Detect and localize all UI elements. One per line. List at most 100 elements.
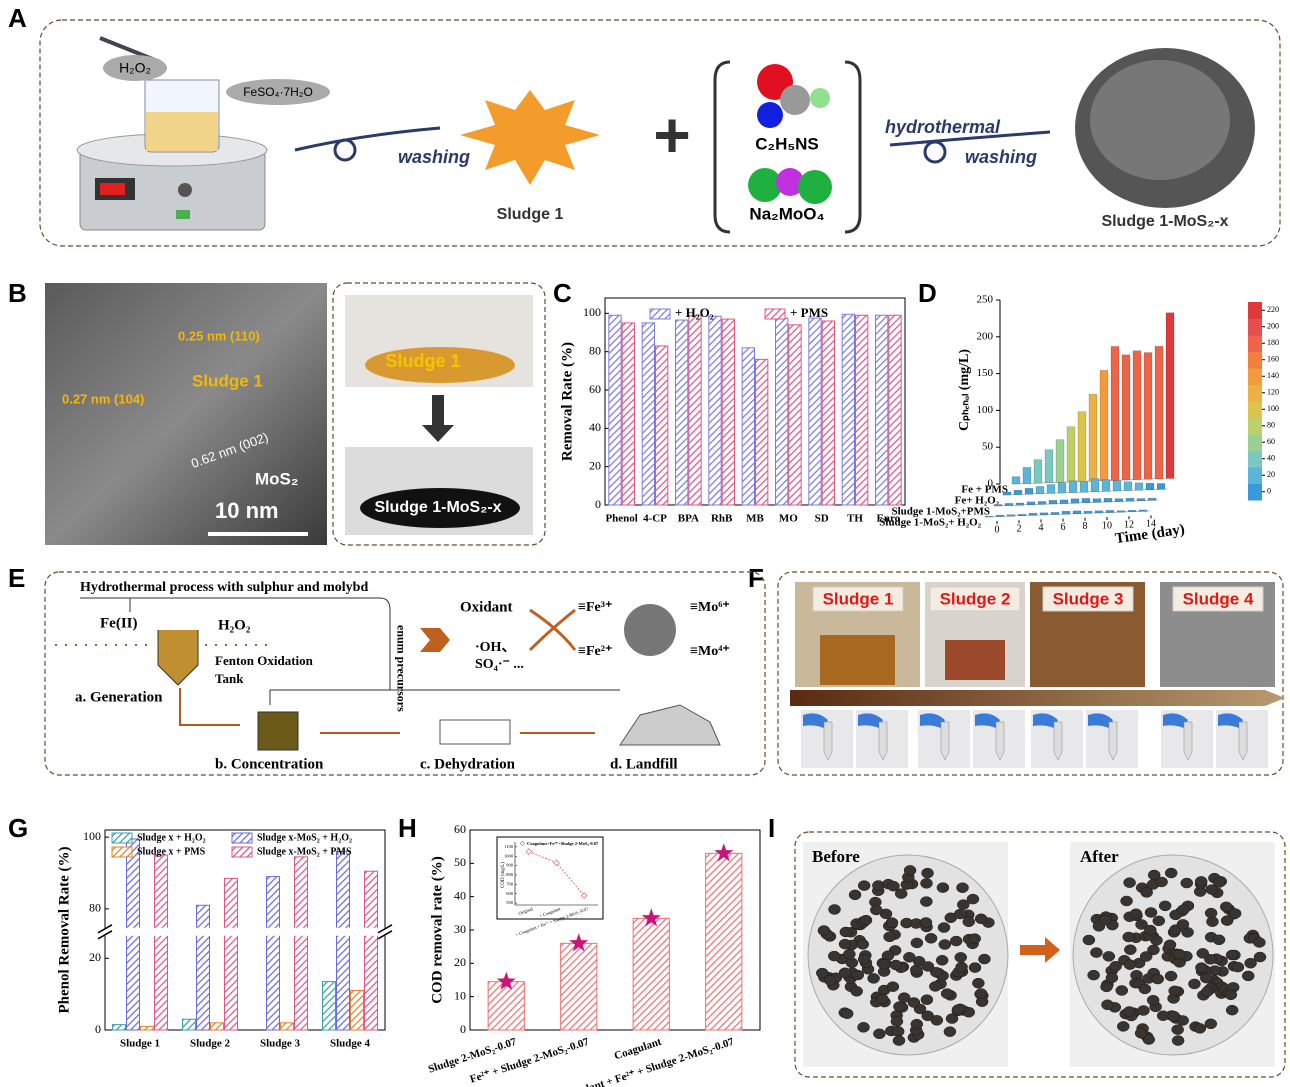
pellet xyxy=(823,975,837,986)
bar3d xyxy=(1035,486,1045,495)
colorbar-segment xyxy=(1248,335,1262,352)
container xyxy=(257,711,299,751)
z-tick-label: 250 xyxy=(977,294,994,306)
y-tick-label: 900 xyxy=(506,863,514,868)
pellet xyxy=(1201,986,1214,997)
star-marker xyxy=(569,933,589,952)
powder xyxy=(360,488,520,528)
pellet xyxy=(1140,887,1153,898)
bar xyxy=(621,322,636,506)
x-tick-label: 14 xyxy=(1146,519,1156,530)
bar3d xyxy=(1112,480,1122,492)
bar3d xyxy=(1079,480,1089,493)
y-tick-label: 30 xyxy=(454,922,466,936)
x-tick-label: Sludge 1 xyxy=(120,1038,160,1050)
colorbar-segment xyxy=(1248,450,1262,468)
pellet xyxy=(1225,1004,1239,1016)
y-tick-label: 50 xyxy=(454,855,466,869)
bar xyxy=(364,870,378,1031)
atom xyxy=(780,85,810,115)
bar xyxy=(196,904,210,1031)
reagent-label: H₂O₂ xyxy=(119,60,151,76)
bar3d xyxy=(1022,467,1032,484)
pellet xyxy=(886,981,900,992)
arrow xyxy=(179,688,240,726)
bar xyxy=(322,981,336,1031)
bar xyxy=(112,1024,126,1031)
z-tick-label: 0 xyxy=(988,478,994,490)
bar xyxy=(688,314,702,506)
pellet xyxy=(1168,985,1181,997)
bar xyxy=(755,358,769,506)
knob xyxy=(178,183,192,197)
bar xyxy=(336,851,350,1031)
reagent-label: FeSO₄·7H₂O xyxy=(243,85,313,99)
bar xyxy=(224,877,238,1031)
pellet xyxy=(1135,919,1148,930)
z-tick-label: 100 xyxy=(977,404,994,416)
bar xyxy=(140,1025,154,1031)
pellet xyxy=(1147,869,1161,881)
pellet xyxy=(921,961,935,972)
pellet xyxy=(1090,947,1103,958)
y-tick-label: 10 xyxy=(454,988,466,1002)
panel-f: Sludge 1 Sludge 2 Sludge 3 Sludge 4 xyxy=(777,571,1285,776)
pellet xyxy=(1123,1006,1136,1017)
bar3d xyxy=(1039,512,1049,516)
photo-label: Sludge 1-MoS₂-x xyxy=(374,499,501,516)
pellet xyxy=(894,888,908,899)
bar3d xyxy=(1072,510,1082,515)
plus: + xyxy=(653,99,690,171)
tem-label: Sludge 1 xyxy=(192,371,263,390)
pellet xyxy=(883,931,896,943)
sample-label: Sludge 3 xyxy=(1053,589,1124,608)
x-tick-label: RhB xyxy=(711,513,733,525)
bar xyxy=(350,990,364,1031)
legend-label: Sludge x + H₂O₂ xyxy=(137,832,206,843)
colorbar-label: 140 xyxy=(1267,371,1279,380)
pellet xyxy=(817,925,831,936)
bar3d xyxy=(1088,394,1098,482)
z-tick-label: 150 xyxy=(977,367,994,379)
colorbar-segment xyxy=(1248,401,1262,418)
pellet xyxy=(857,1022,870,1033)
pellet xyxy=(1253,951,1267,963)
photo-label: After xyxy=(1080,847,1119,866)
sample-label: Sludge 4 xyxy=(1183,589,1254,608)
y-tick-label: 80 xyxy=(589,343,601,357)
pellet xyxy=(920,896,933,907)
bar xyxy=(154,854,168,1031)
pellet xyxy=(889,959,903,971)
sample-label: Sludge 2 xyxy=(940,589,1011,608)
bar3d xyxy=(1165,312,1175,479)
glove xyxy=(1218,713,1243,728)
x-tick-label: 2 xyxy=(1017,523,1022,534)
row-label: Fe + PMS xyxy=(961,484,1008,496)
bar xyxy=(808,317,822,506)
bar3d xyxy=(1024,488,1034,495)
x-tick-label: TH xyxy=(847,513,863,525)
bar3d xyxy=(995,514,1005,517)
pellet xyxy=(857,880,871,891)
cloud xyxy=(103,55,167,81)
bar3d xyxy=(1004,503,1014,506)
y-tick-label: 100 xyxy=(583,305,601,319)
x-tick-label: MO xyxy=(779,513,798,525)
colorbar-label: 220 xyxy=(1267,305,1279,314)
bar3d xyxy=(1061,511,1071,515)
bar3d xyxy=(1099,370,1109,482)
pellet xyxy=(968,933,981,944)
dehydrator xyxy=(439,719,511,745)
atom xyxy=(810,88,830,108)
line xyxy=(269,689,620,705)
pellet xyxy=(1212,877,1226,888)
bar3d xyxy=(1026,501,1036,506)
bar xyxy=(775,317,789,506)
break-mark xyxy=(97,924,113,934)
break-mark xyxy=(377,924,393,934)
pellet xyxy=(1177,904,1190,915)
pellet xyxy=(910,1018,924,1030)
pellet xyxy=(859,914,873,926)
pellet xyxy=(1204,1018,1218,1030)
tube xyxy=(823,721,833,761)
